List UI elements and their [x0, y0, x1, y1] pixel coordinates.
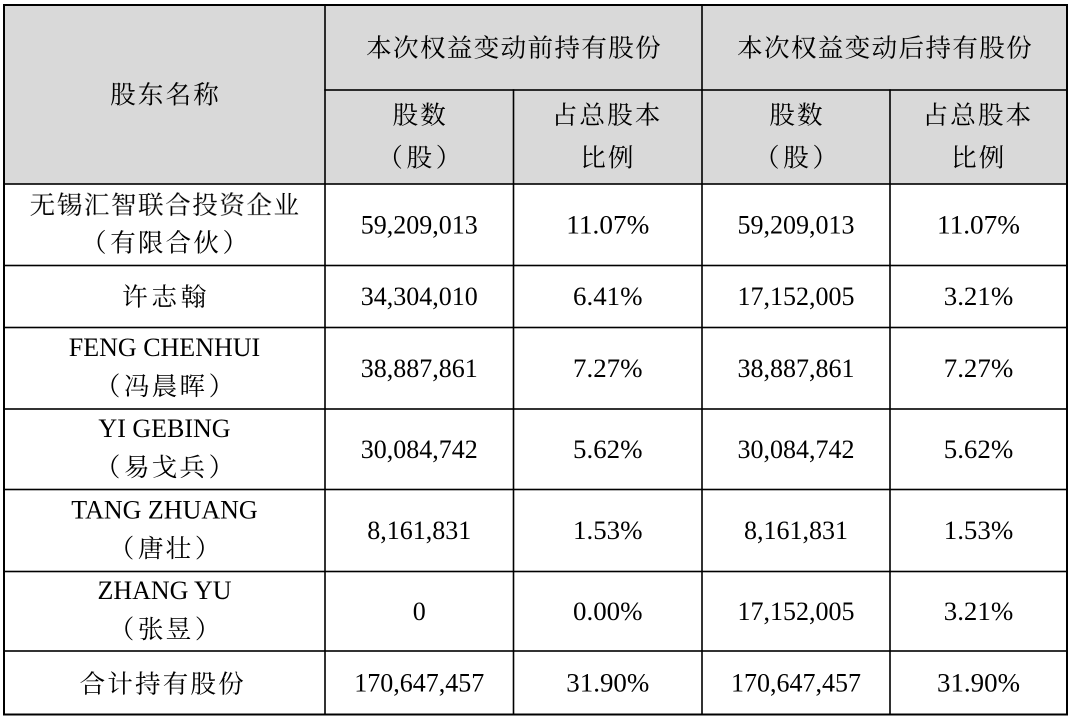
svg-text:6.41%: 6.41%	[573, 282, 643, 311]
svg-text:0: 0	[413, 597, 426, 626]
svg-text:8,161,831: 8,161,831	[744, 516, 848, 545]
svg-text:59,209,013: 59,209,013	[738, 210, 855, 239]
svg-text:TANG ZHUANG: TANG ZHUANG	[71, 495, 257, 524]
svg-text:7.27%: 7.27%	[573, 354, 643, 383]
svg-text:1.53%: 1.53%	[944, 516, 1014, 545]
svg-text:38,887,861: 38,887,861	[361, 354, 478, 383]
svg-text:30,084,742: 30,084,742	[738, 435, 855, 464]
svg-text:YI GEBING: YI GEBING	[98, 414, 230, 443]
svg-text:5.62%: 5.62%	[944, 435, 1014, 464]
svg-text:3.21%: 3.21%	[944, 282, 1014, 311]
svg-text:34,304,010: 34,304,010	[361, 282, 478, 311]
svg-text:11.07%: 11.07%	[566, 210, 649, 239]
svg-text:7.27%: 7.27%	[944, 354, 1014, 383]
svg-text:FENG CHENHUI: FENG CHENHUI	[69, 333, 260, 362]
svg-text:59,209,013: 59,209,013	[361, 210, 478, 239]
svg-text:30,084,742: 30,084,742	[361, 435, 478, 464]
svg-text:11.07%: 11.07%	[937, 210, 1020, 239]
svg-text:170,647,457: 170,647,457	[354, 668, 484, 697]
svg-text:3.21%: 3.21%	[944, 597, 1014, 626]
svg-text:31.90%: 31.90%	[937, 668, 1020, 697]
svg-text:5.62%: 5.62%	[573, 435, 643, 464]
svg-text:8,161,831: 8,161,831	[367, 516, 471, 545]
svg-text:170,647,457: 170,647,457	[731, 668, 861, 697]
svg-text:38,887,861: 38,887,861	[738, 354, 855, 383]
svg-text:17,152,005: 17,152,005	[738, 282, 855, 311]
svg-text:1.53%: 1.53%	[573, 516, 643, 545]
svg-text:17,152,005: 17,152,005	[738, 597, 855, 626]
svg-text:ZHANG YU: ZHANG YU	[97, 576, 231, 605]
svg-text:31.90%: 31.90%	[566, 668, 649, 697]
svg-text:0.00%: 0.00%	[573, 597, 643, 626]
